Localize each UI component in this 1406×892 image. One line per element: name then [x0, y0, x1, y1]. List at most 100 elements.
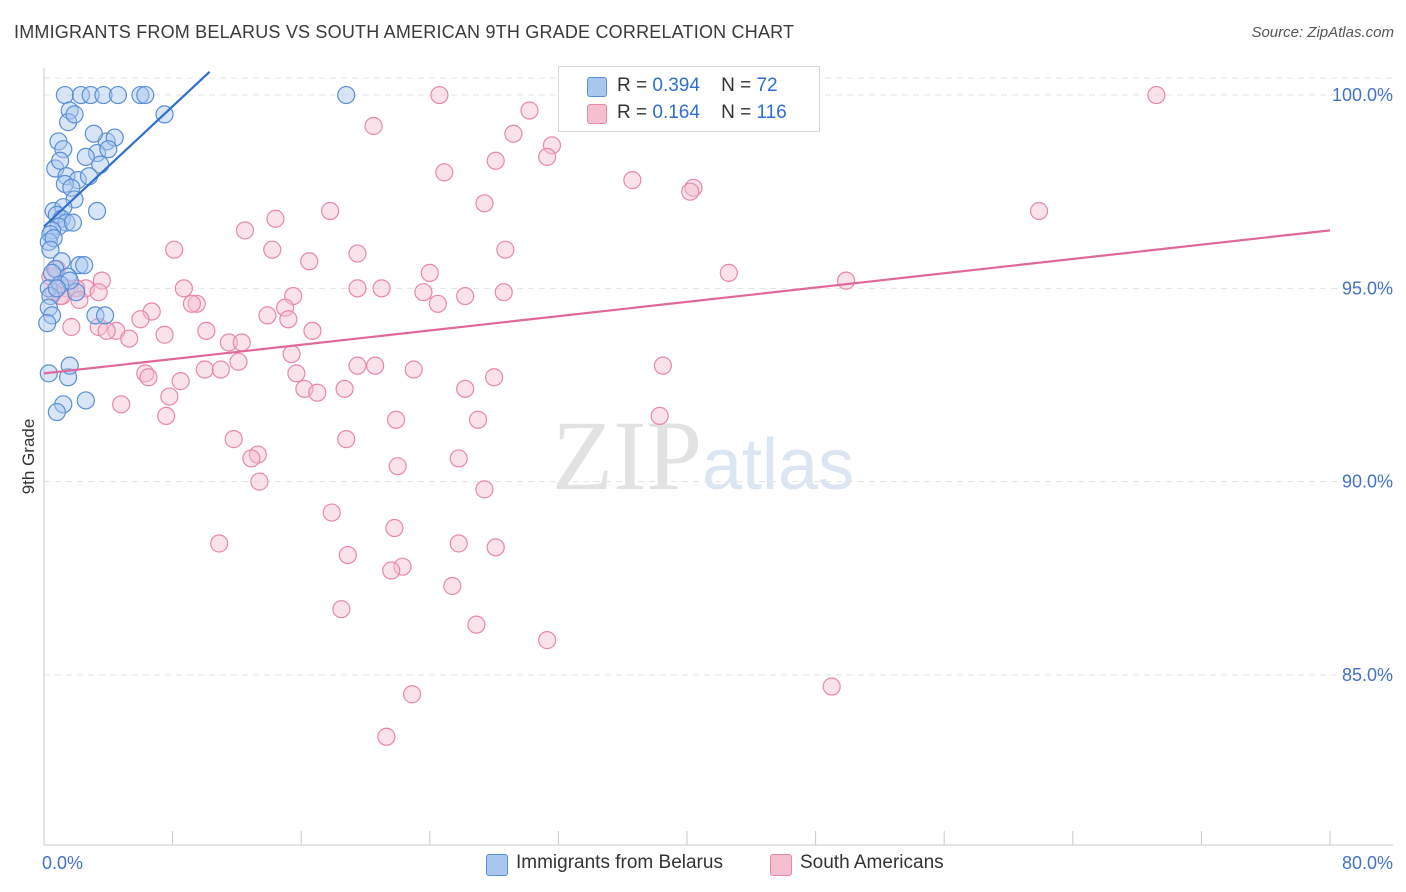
south-americans-point [242, 449, 261, 468]
south-americans-point [348, 356, 367, 375]
belarus-point [54, 140, 73, 159]
legend-r-label: R = [617, 102, 648, 123]
legend-n-value: 72 [756, 75, 778, 96]
belarus-point [38, 314, 57, 333]
south-americans-point [155, 325, 174, 344]
south-americans-point [235, 221, 255, 240]
south-americans-point [131, 310, 150, 329]
south-americans-point [719, 263, 738, 282]
belarus-point [71, 85, 91, 105]
belarus-point [136, 85, 155, 105]
belarus-point [94, 85, 113, 105]
south-americans-point [650, 406, 669, 426]
legend-r-label: R = [617, 75, 648, 96]
south-americans-point [467, 615, 486, 634]
south-americans-point [174, 279, 193, 298]
belarus-point [108, 85, 128, 105]
south-americans-point [382, 561, 401, 580]
south-americans-point [210, 534, 229, 553]
south-americans-point [385, 518, 404, 538]
belarus-point [105, 128, 124, 147]
y-tick-label: 95.0% [1342, 278, 1393, 298]
belarus-point [86, 306, 105, 325]
south-americans-point [428, 294, 447, 313]
belarus-point [95, 306, 115, 325]
chart-title: IMMIGRANTS FROM BELARUS VS SOUTH AMERICA… [14, 22, 795, 42]
belarus-point [99, 140, 118, 159]
belarus-points [38, 85, 356, 422]
watermark-atlas: atlas [702, 425, 855, 505]
south-americans-point [266, 209, 285, 228]
x-tick-label: 80.0% [1342, 853, 1393, 873]
south-americans-point [219, 333, 238, 352]
south-americans-point [120, 329, 139, 348]
south-americans-point [92, 271, 111, 290]
belarus-swatch [587, 77, 607, 97]
south-americans-point [157, 406, 176, 426]
south-americans-point [486, 538, 505, 557]
south-americans-point [348, 279, 367, 298]
south-americans-point [430, 85, 449, 105]
legend-n-label: N = [721, 102, 752, 123]
south-americans-point [364, 116, 383, 136]
south-americans-point [139, 368, 158, 387]
south-americans-point [386, 410, 406, 429]
legend-r-value: 0.164 [652, 102, 700, 123]
south-americans-point [338, 545, 357, 565]
bottom-legend-belarus-label: Immigrants from Belarus [516, 852, 723, 873]
south-americans-point [282, 344, 301, 364]
south-americans-point [337, 430, 356, 449]
south-americans-point [211, 360, 230, 379]
south-americans-point [542, 136, 562, 155]
south-americans-point [276, 298, 295, 317]
belarus-point [81, 85, 100, 105]
belarus-point [55, 85, 74, 105]
south-americans-swatch [770, 854, 792, 876]
south-americans-point [494, 283, 513, 302]
south-americans-point [837, 271, 856, 290]
belarus-point [47, 279, 66, 298]
south-americans-point [653, 356, 672, 375]
south-americans-point [171, 372, 190, 391]
south-americans-point [322, 503, 341, 522]
belarus-point [47, 402, 66, 422]
south-americans-point [195, 360, 214, 379]
south-americans-point [486, 151, 505, 170]
south-americans-point [165, 240, 184, 259]
south-americans-point [504, 124, 523, 143]
belarus-point [79, 167, 99, 186]
south-americans-point [62, 317, 81, 337]
tick-labels: 85.0% 90.0% 95.0% 100.0% 0.0% 80.0% 9th Grade [19, 85, 1393, 873]
source-label: Source: ZipAtlas.com [1251, 24, 1394, 41]
south-americans-point [250, 472, 269, 491]
south-americans-point [496, 240, 515, 259]
south-americans-point [187, 294, 206, 313]
belarus-point [59, 368, 78, 387]
south-americans-point [372, 279, 391, 298]
belarus-point [76, 147, 95, 167]
south-americans-point [443, 576, 462, 596]
south-americans-point [224, 430, 243, 449]
south-americans-point [287, 364, 306, 383]
south-americans-point [229, 352, 248, 371]
south-americans-points [41, 82, 1166, 746]
south-americans-point [348, 244, 367, 263]
south-americans-point [520, 101, 539, 120]
y-tick-label: 100.0% [1332, 85, 1393, 105]
belarus-point [41, 240, 60, 259]
south-americans-point [263, 240, 282, 259]
belarus-point [76, 391, 95, 410]
bottom-legend-south-americans-label: South Americans [800, 852, 944, 873]
south-americans-point [258, 306, 277, 325]
legend-r-value: 0.394 [652, 75, 700, 96]
belarus-swatch [486, 854, 508, 876]
south-americans-point [456, 379, 475, 398]
south-americans-point [335, 379, 354, 398]
south-americans-point [321, 201, 340, 221]
south-americans-point [468, 410, 488, 429]
belarus-point [70, 256, 89, 275]
south-americans-point [414, 283, 433, 302]
belarus-point [84, 124, 103, 143]
y-axis-title: 9th Grade [19, 419, 38, 495]
legend-south-americans-text: R = 0.164 N = 116 [617, 102, 787, 124]
